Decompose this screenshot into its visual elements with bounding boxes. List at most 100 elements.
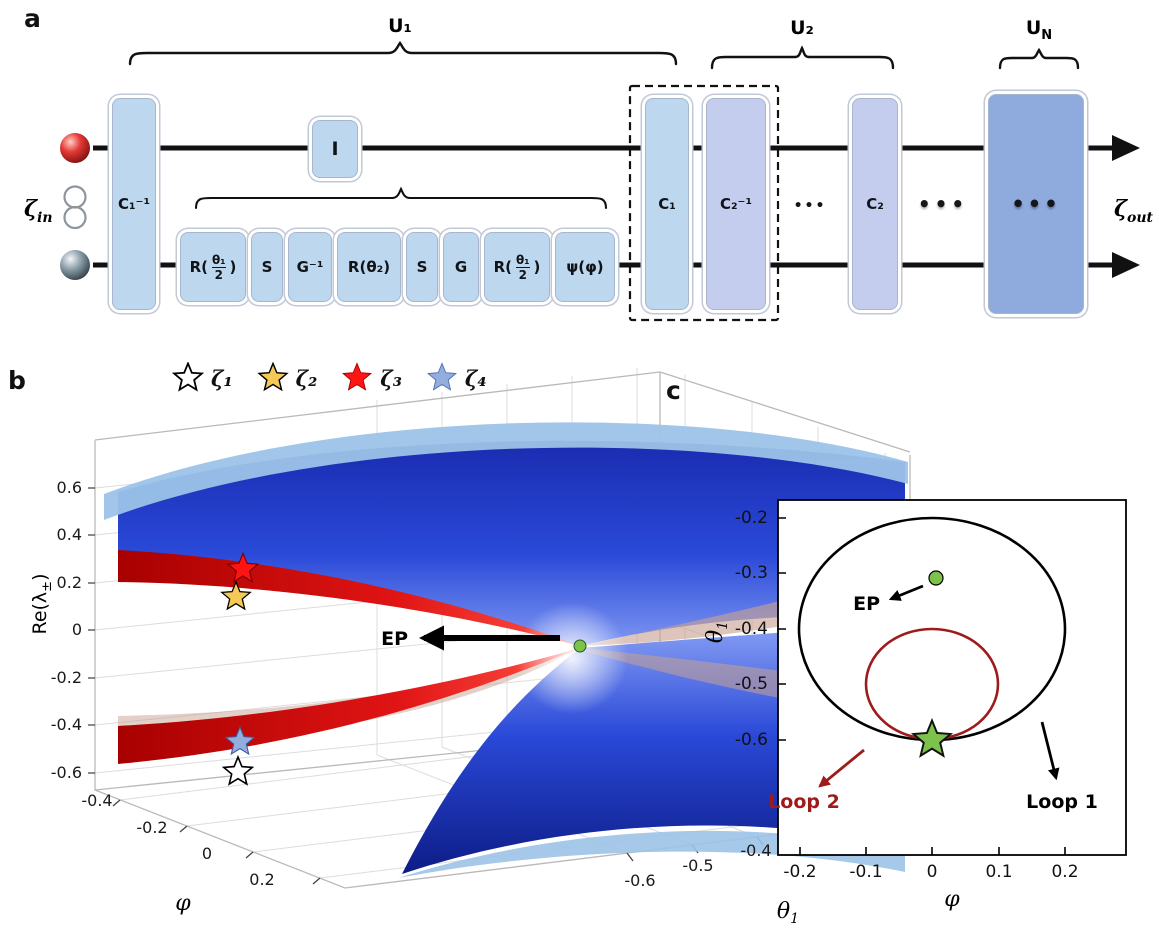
gate-psi-phi: ψ(φ)	[555, 232, 615, 302]
gate-r-theta1-half-1: R(θ₁ 2)	[180, 232, 246, 302]
panel-a-label: a	[24, 4, 41, 33]
phi-tick-label: -0.2	[136, 818, 167, 837]
plot2d-x-tick-labels: -0.2 -0.1 0 0.1 0.2	[783, 862, 1078, 882]
x-tick-label: 0.1	[985, 862, 1012, 882]
plot3d-x-axis-label: φ	[175, 891, 191, 916]
fraction: θ₁ 2	[515, 252, 530, 282]
legend-item-zeta4: ζ₄	[426, 362, 487, 394]
x-tick-label: -0.2	[783, 862, 816, 882]
loop1-arrow	[1040, 721, 1060, 781]
x-tick-label: -0.1	[849, 862, 882, 882]
gate-label: G⁻¹	[296, 258, 324, 276]
plot2d-y-axis-label: θ1	[703, 621, 731, 643]
z-tick-label: 0	[72, 620, 82, 639]
surface-red-upper	[118, 550, 580, 646]
y-tick-label: -0.6	[735, 730, 768, 750]
gate-r-theta1-half-2: R(θ₁ 2)	[484, 232, 550, 302]
y-tick-label: -0.5	[735, 674, 768, 694]
u2-label: U₂	[790, 17, 814, 39]
un-block-ellipsis: •••	[1011, 192, 1061, 216]
ep-glow	[516, 602, 628, 714]
loop2-label: Loop 2	[768, 791, 840, 813]
legend-label: ζ₃	[380, 365, 402, 391]
legend-label: ζ₂	[295, 365, 318, 391]
z-tick-label: -0.2	[51, 668, 82, 687]
gate-c1: C₁	[645, 98, 689, 310]
legend-label: ζ₁	[211, 365, 233, 391]
gate-label: ψ(φ)	[566, 258, 604, 276]
plot3d-z-tick-labels: 0.6 0.4 0.2 0 -0.2 -0.4 -0.6	[51, 478, 82, 782]
gate-c1-inverse: C₁⁻¹	[112, 98, 156, 310]
gate-label: G	[454, 258, 468, 276]
legend-item-zeta1: ζ₁	[172, 362, 233, 394]
bottom-gate-row: R(θ₁ 2) S G⁻¹ R(θ₂) S G R(θ₁ 2) ψ(φ)	[180, 232, 615, 302]
loop1-label: Loop 1	[1026, 791, 1098, 813]
entanglement-infinity-icon	[63, 185, 87, 230]
ep-dot-b	[573, 639, 587, 653]
theta-tick-label: -0.6	[624, 871, 655, 890]
zeta-in-label: ζin	[24, 196, 53, 226]
gate-label: C₂	[866, 195, 884, 213]
u1-label: U₁	[388, 15, 412, 37]
fraction: θ₁ 2	[211, 252, 226, 282]
gate-label: S	[261, 258, 273, 276]
y-tick-label: -0.4	[735, 619, 768, 639]
plot2d-frame	[777, 499, 1127, 856]
y-tick-label: -0.2	[735, 508, 768, 528]
un-brace	[998, 47, 1080, 70]
un-label: UN	[1026, 17, 1052, 43]
z-tick-label: 0.4	[57, 525, 82, 544]
zeta1-star-marker	[222, 756, 254, 785]
plot3d-y-axis-label: θ1	[777, 899, 799, 927]
plot3d-phi-tick-labels: -0.4 -0.2 0 0.2	[81, 791, 274, 889]
ep-label-b: EP	[381, 628, 408, 650]
x-tick-label: 0.2	[1051, 862, 1078, 882]
loop2-arrow	[818, 748, 865, 788]
gate-label: I	[331, 138, 339, 160]
ep-label-c: EP	[853, 593, 880, 615]
gate-identity: I	[312, 120, 358, 178]
qubit-red-sphere-icon	[60, 133, 90, 163]
gate-s-2: S	[406, 232, 438, 302]
panel-b-label: b	[8, 366, 26, 395]
legend-item-zeta3: ζ₃	[341, 362, 402, 394]
wire-arrow-bottom-icon	[1112, 252, 1140, 278]
wire-arrow-top-icon	[1112, 135, 1140, 161]
theta-tick-label: -0.4	[740, 841, 771, 860]
ep-dot-c	[928, 570, 944, 586]
plot2d-tick-marks	[778, 517, 1066, 855]
phi-tick-label: 0	[202, 844, 212, 863]
zeta3-star-icon	[342, 362, 372, 391]
phi-tick-label: -0.4	[81, 791, 112, 810]
u1-brace	[128, 40, 678, 66]
z-tick-label: -0.6	[51, 763, 82, 782]
gate-s-1: S	[251, 232, 283, 302]
surface-red-lower	[118, 648, 580, 764]
phi-tick-label: 0.2	[249, 870, 274, 889]
gate-un-block: •••	[988, 94, 1084, 314]
panel-b-legend: ζ₁ ζ₂ ζ₃ ζ₄	[172, 362, 487, 394]
gate-row-brace	[194, 186, 608, 210]
y-tick-label: -0.3	[735, 563, 768, 583]
ellipsis-between-u1-u2: •••	[793, 198, 827, 214]
gate-label: R(	[493, 257, 513, 276]
z-tick-label: -0.4	[51, 715, 82, 734]
z-tick-label: 0.6	[57, 478, 82, 497]
legend-label: ζ₄	[464, 365, 487, 391]
plot2d-x-axis-label: φ	[944, 887, 960, 912]
surface-cap-top	[104, 422, 908, 520]
gate-label: C₁⁻¹	[117, 195, 151, 213]
ellipsis-before-un: •••	[917, 192, 969, 216]
gate-label: R(	[189, 257, 209, 276]
gate-c2-inverse: C₂⁻¹	[706, 98, 766, 310]
gate-label: R(θ₂)	[347, 258, 391, 276]
x-tick-label: 0	[927, 862, 938, 882]
dashed-group-box	[628, 84, 780, 322]
ep-arrow-c	[888, 584, 924, 601]
legend-item-zeta2: ζ₂	[257, 362, 318, 394]
plot3d-z-axis-label: Re(λ±)	[29, 573, 55, 634]
theta-tick-label: -0.5	[682, 856, 713, 875]
zeta2-star-icon	[258, 362, 288, 391]
gate-label: C₁	[658, 195, 676, 213]
